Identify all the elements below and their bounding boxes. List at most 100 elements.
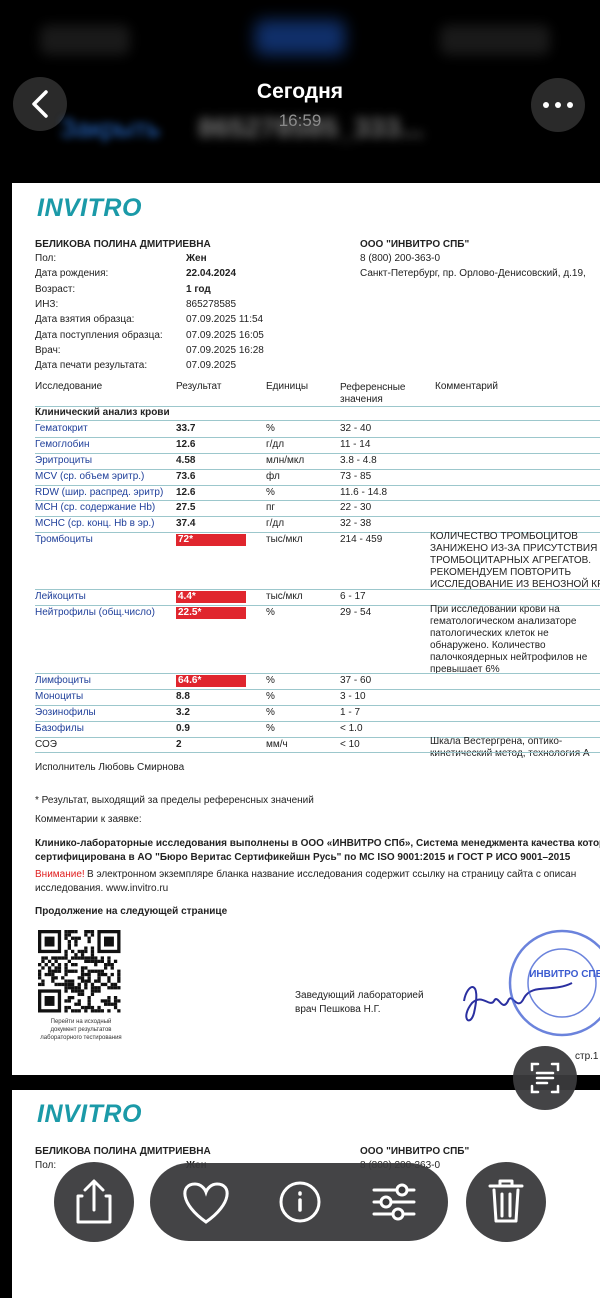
units: фл	[266, 471, 280, 482]
qr-cell	[80, 969, 85, 973]
qr-cell	[71, 956, 75, 960]
comment: патологических клеток не	[430, 628, 549, 639]
qr-cell	[117, 986, 121, 990]
table-rule	[35, 485, 600, 486]
qr-cell	[90, 989, 95, 993]
result: 2	[176, 739, 182, 750]
qr-cell	[74, 939, 78, 944]
qr-cell	[117, 976, 121, 980]
qr-cell	[104, 972, 108, 977]
qr-cell	[74, 943, 78, 947]
test-name: Гемоглобин	[35, 439, 90, 450]
stamp-inner	[527, 948, 597, 1018]
field-label: Дата печати результата:	[35, 360, 148, 371]
qr-cell	[84, 986, 88, 990]
qr-cell	[67, 930, 71, 934]
qr-cell	[84, 933, 88, 937]
table-rule	[35, 453, 600, 454]
qr-cell	[94, 1009, 98, 1013]
qr-cell	[71, 1009, 75, 1013]
test-name: Нейтрофилы (общ.число)	[35, 607, 155, 618]
qr-cell	[57, 969, 62, 973]
qr-cell	[113, 986, 118, 990]
table-header: Единицы	[266, 381, 309, 392]
qr-cell	[71, 989, 75, 993]
table-rule	[35, 689, 600, 690]
qr-cell	[107, 1002, 111, 1006]
result: 0.9	[176, 723, 190, 734]
qr-cell	[100, 999, 104, 1003]
qr-code[interactable]	[38, 930, 121, 1013]
document-page: INVITRO БЕЛИКОВА ПОЛИНА ДМИТРИЕВНА Пол: Жен…	[12, 183, 600, 1075]
blurred-text: 865278585_333...	[198, 112, 424, 143]
qr-cell	[110, 966, 114, 970]
units: г/дл	[266, 439, 285, 450]
qr-cell	[71, 982, 75, 987]
qr-cell	[77, 992, 81, 996]
lab-info: Санкт-Петербург, пр. Орлово-Денисовский,…	[360, 268, 586, 279]
blurred-shape	[40, 25, 130, 55]
qr-cell	[74, 953, 78, 957]
units: пг	[266, 502, 276, 513]
qr-cell	[44, 936, 55, 947]
reference: 214 - 459	[340, 534, 383, 545]
qr-cell	[71, 963, 75, 967]
qr-cell	[84, 979, 88, 983]
top-bar	[13, 20, 585, 132]
comment: обнаружено. Количество	[430, 640, 546, 651]
notice: В электронном экземпляре бланка название…	[87, 869, 577, 880]
qr-cell	[77, 986, 81, 990]
qr-cell	[110, 972, 114, 977]
certification: сертифицирована в АО "Бюро Веритас Серти…	[35, 852, 571, 863]
field-label: Дата рождения:	[35, 268, 109, 279]
reference: 11 - 14	[340, 439, 371, 450]
qr-cell	[100, 956, 104, 960]
qr-cell	[113, 982, 118, 987]
qr-cell	[80, 966, 85, 970]
signature	[463, 982, 573, 1022]
field-label: Дата поступления образца:	[35, 330, 163, 341]
table-header: Референсные значения	[340, 382, 406, 405]
qr-cell	[80, 976, 85, 980]
qr-cell	[51, 979, 55, 983]
document-page: INVITRO БЕЛИКОВА ПОЛИНА ДМИТРИЕВНА ООО "ИН…	[12, 1090, 600, 1298]
qr-cell	[54, 956, 58, 960]
qr-caption: лабораторного тестирования	[40, 1035, 122, 1041]
qr-cell	[113, 959, 118, 963]
qr-cell	[84, 959, 88, 963]
footnote: * Результат, выходящий за пределы рефере…	[35, 795, 314, 806]
back-icon	[32, 90, 48, 118]
qr-cell	[107, 999, 111, 1003]
result-flagged: 64.6*	[176, 675, 246, 687]
qr-cell	[94, 956, 98, 960]
comments-label: Комментарии к заявке:	[35, 814, 142, 825]
qr-cell	[51, 956, 55, 960]
comment: кинетический метод, технология А	[430, 748, 590, 759]
qr-cell	[47, 972, 52, 977]
qr-cell	[64, 972, 68, 977]
qr-cell	[84, 930, 88, 934]
qr-cell	[90, 956, 95, 960]
qr-cell	[74, 989, 78, 993]
qr-cell	[57, 963, 62, 967]
back-button[interactable]	[13, 77, 67, 131]
section-title: Клинический анализ крови	[35, 407, 170, 418]
page-number: стр.1 и	[575, 1051, 600, 1062]
comment: превышает 6%	[430, 664, 500, 675]
table-rule	[35, 469, 600, 470]
test-name: MCV (ср. объем эритр.)	[35, 471, 145, 482]
qr-cell	[117, 979, 121, 983]
result-flagged: 72*	[176, 534, 246, 546]
qr-cell	[94, 989, 98, 993]
lab-info: 8 (800) 200-363-0	[360, 253, 441, 264]
qr-cell	[67, 939, 71, 944]
qr-cell	[90, 986, 95, 990]
qr-cell	[110, 1002, 114, 1006]
qr-cell	[64, 979, 68, 983]
qr-cell	[80, 979, 85, 983]
table-rule	[35, 752, 600, 753]
qr-cell	[41, 956, 45, 960]
qr-cell	[113, 1005, 118, 1010]
qr-cell	[71, 979, 75, 983]
field-value: 865278585	[186, 299, 237, 310]
